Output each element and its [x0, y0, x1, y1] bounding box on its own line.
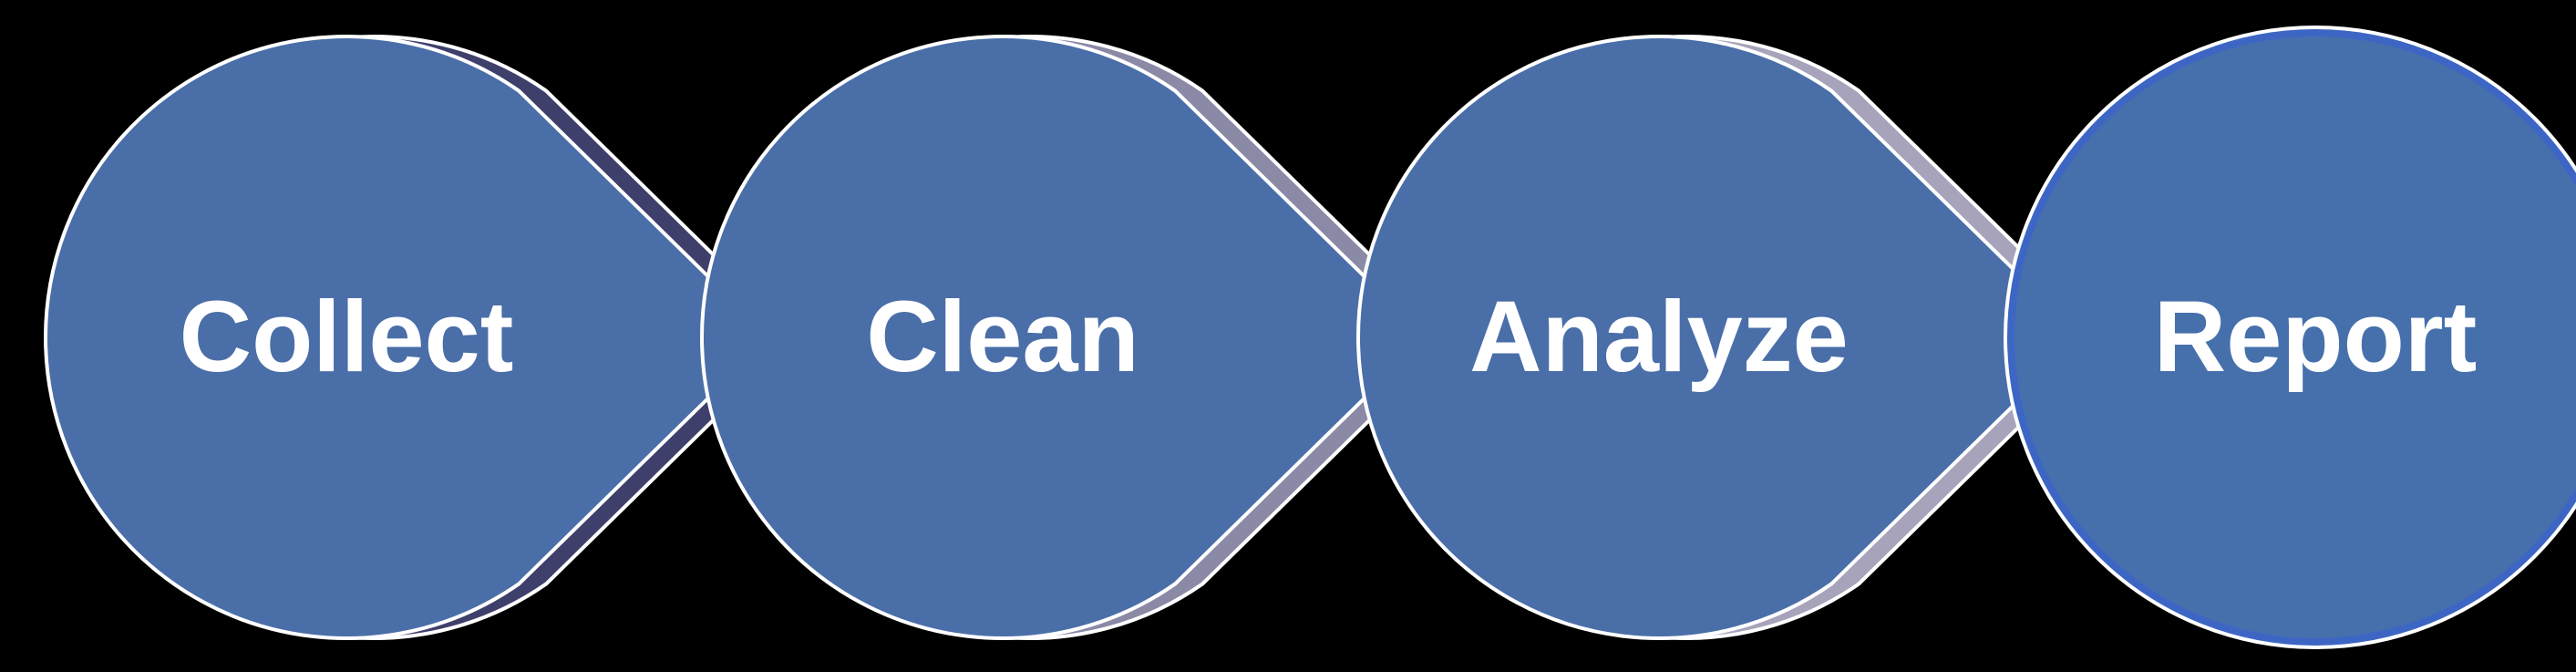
process-flow-diagram: Collect Clean Analyze Report	[0, 0, 2576, 672]
step-label: Clean	[866, 281, 1139, 393]
step-clean: Clean	[702, 36, 1454, 638]
step-label: Report	[2154, 281, 2477, 393]
step-collect: Collect	[46, 36, 798, 638]
step-label: Analyze	[1469, 281, 1849, 393]
step-label: Collect	[180, 281, 514, 393]
step-analyze: Analyze	[1358, 36, 2110, 638]
step-report: Report	[2005, 27, 2576, 647]
